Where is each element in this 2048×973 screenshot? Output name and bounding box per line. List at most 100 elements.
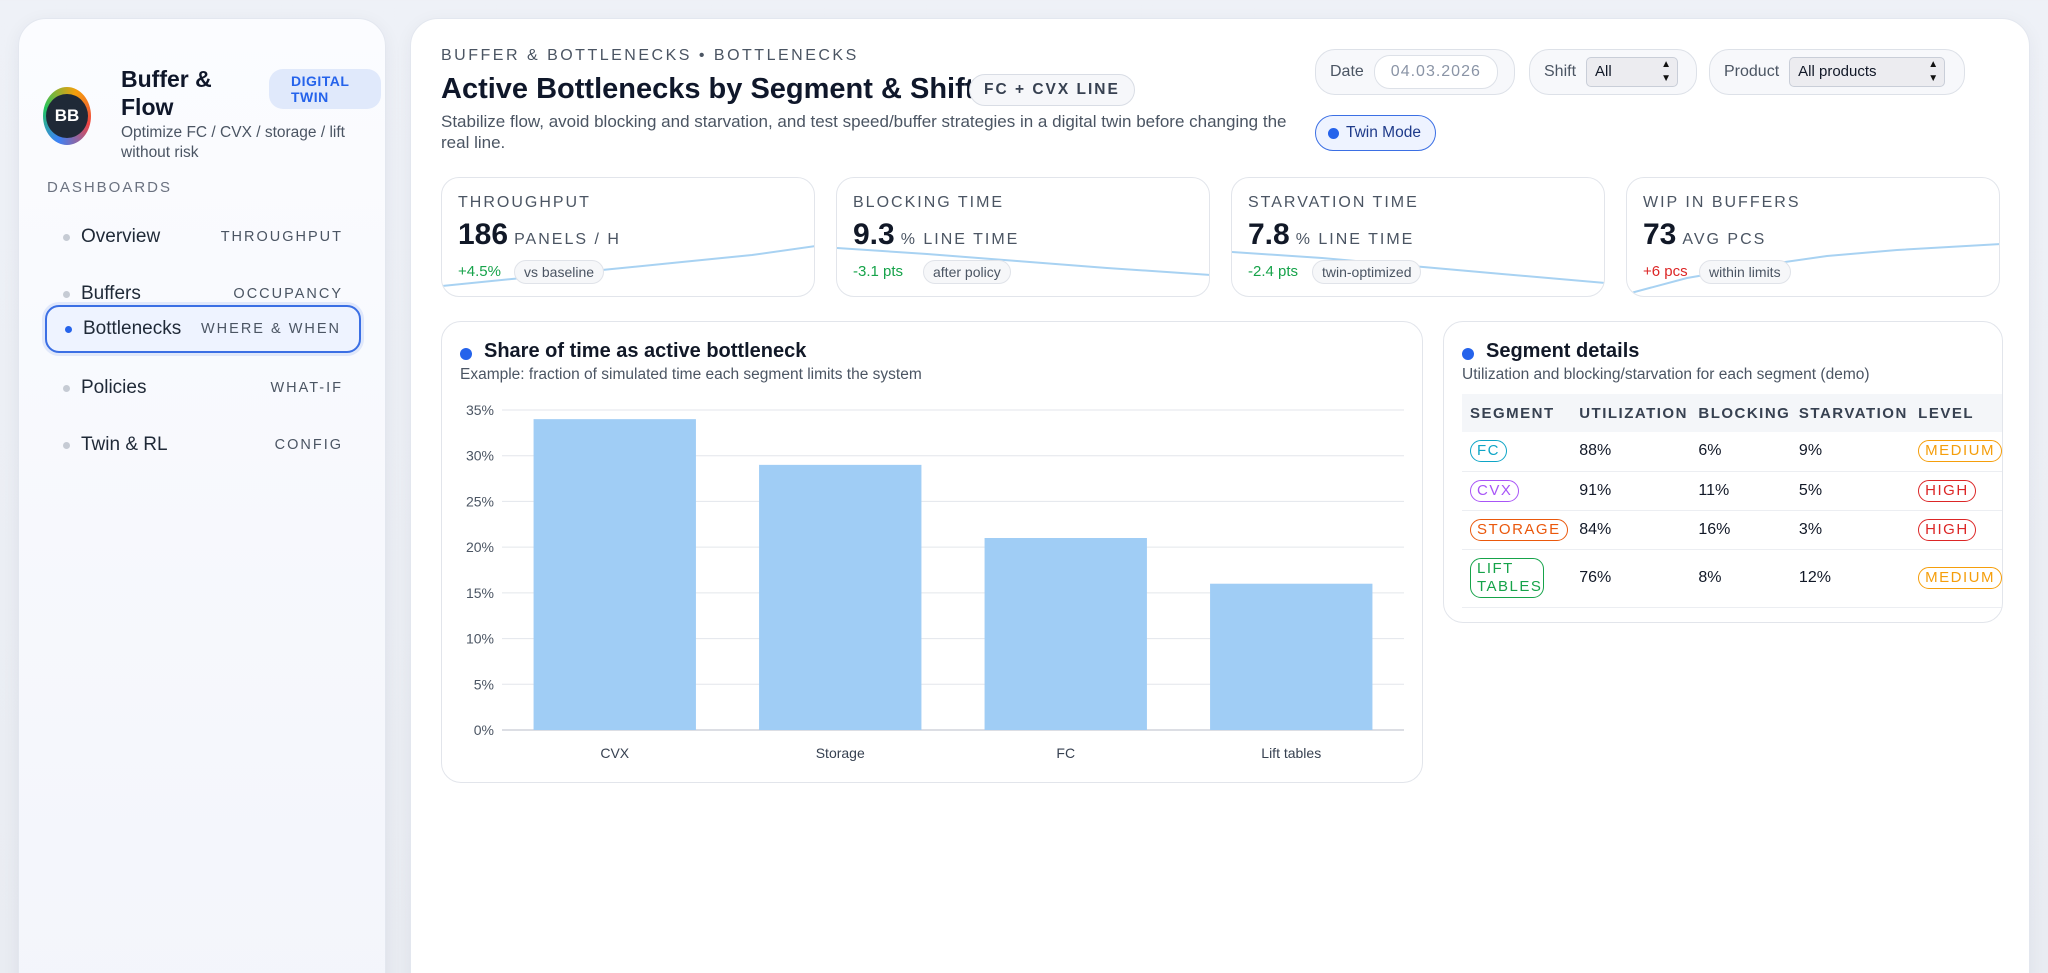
segment-tag: STORAGE	[1470, 518, 1568, 541]
panel-dot-icon	[1462, 348, 1474, 360]
bar-storage	[759, 464, 922, 730]
kpi-delta: -3.1 pts	[853, 263, 904, 280]
segment-details-panel: Segment details Utilization and blocking…	[1443, 321, 2003, 623]
y-tick-label: 30%	[466, 448, 494, 464]
brand: BB Buffer & Flow DIGITAL TWIN Optimize F…	[43, 49, 381, 164]
x-tick-label: CVX	[600, 745, 629, 761]
shift-select[interactable]: All ▲ ▼	[1586, 57, 1679, 87]
y-tick-label: 5%	[474, 676, 494, 692]
sidebar-item-label: Bottlenecks	[83, 318, 182, 339]
bullet-icon	[63, 233, 70, 241]
starvation-cell: 5%	[1790, 471, 1911, 511]
bar-fc	[984, 538, 1147, 730]
segment-tag: FC	[1470, 440, 1507, 463]
digital-twin-badge: DIGITAL TWIN	[269, 69, 381, 109]
kpi-unit: PANELS / H	[514, 231, 621, 248]
level-badge: MEDIUM	[1918, 440, 2002, 463]
x-tick-label: Storage	[816, 745, 865, 761]
kpi-number: 9.3	[853, 218, 895, 251]
y-tick-label: 25%	[466, 493, 494, 509]
select-arrows-icon: ▲ ▼	[1661, 59, 1672, 84]
column-header: STARVATION	[1790, 394, 1911, 432]
kpi-delta: +4.5%	[458, 263, 501, 280]
product-select[interactable]: All products ▲ ▼	[1789, 57, 1946, 87]
line-badge: FC + CVX LINE	[969, 74, 1135, 106]
shift-control: Shift All ▲ ▼	[1529, 49, 1697, 95]
table-row: STORAGE 84% 16% 3% HIGH	[1462, 510, 2002, 550]
utilization-cell: 84%	[1571, 510, 1691, 550]
shift-select-value: All	[1595, 63, 1612, 80]
page-title: Active Bottlenecks by Segment & Shift	[441, 73, 975, 105]
sidebar-item-policies[interactable]: Policies WHAT-IF	[45, 364, 361, 412]
bar-chart: 0% 5% 10% 15% 20% 25% 30% 35% CVX Storage FC Lift t…	[466, 402, 1404, 761]
utilization-cell: 88%	[1571, 432, 1691, 472]
select-arrows-icon: ▲ ▼	[1928, 59, 1939, 84]
sidebar: BB Buffer & Flow DIGITAL TWIN Optimize F…	[18, 18, 386, 973]
sparkline	[837, 247, 1209, 276]
bullet-icon	[65, 325, 72, 333]
bullet-icon	[63, 441, 70, 449]
kpi-note: twin-optimized	[1312, 260, 1422, 284]
sparkline	[442, 245, 814, 287]
level-badge: MEDIUM	[1918, 567, 2002, 589]
panel-dot-icon	[460, 348, 472, 360]
column-header: SEGMENT	[1462, 394, 1572, 432]
brand-logo: BB	[43, 87, 91, 145]
breadcrumb: BUFFER & BOTTLENECKS • BOTTLENECKS	[441, 47, 859, 64]
brand-initials: BB	[46, 94, 88, 138]
blocking-cell: 6%	[1690, 432, 1791, 472]
kpi-note: after policy	[923, 260, 1011, 284]
sidebar-item-tag: WHAT-IF	[270, 380, 343, 396]
bottleneck-chart-panel: Share of time as active bottleneck Examp…	[441, 321, 1423, 783]
bullet-icon	[63, 384, 70, 392]
sidebar-item-buffers[interactable]: Buffers OCCUPANCY	[45, 270, 361, 318]
status-dot-icon	[1328, 127, 1339, 139]
kpi-label: THROUGHPUT	[458, 194, 591, 211]
segment-table: SEGMENT UTILIZATION BLOCKING STARVATION …	[1462, 394, 2002, 608]
kpi-card-throughput: THROUGHPUT 186 PANELS / H +4.5% vs baseli…	[441, 177, 815, 297]
kpi-note: within limits	[1699, 260, 1791, 284]
product-control: Product All products ▲ ▼	[1709, 49, 1965, 95]
table-row: FC 88% 6% 9% MEDIUM	[1462, 432, 2002, 472]
kpi-delta: +6 pcs	[1643, 263, 1688, 280]
kpi-delta: -2.4 pts	[1248, 263, 1299, 280]
table-header-row: SEGMENT UTILIZATION BLOCKING STARVATION …	[1462, 394, 2002, 432]
kpi-card-starvation: STARVATION TIME 7.8% LINE TIME -2.4 pts …	[1231, 177, 1605, 297]
kpi-unit: % LINE TIME	[1295, 231, 1415, 248]
kpi-value: 7.8 % LINE TIME	[1248, 218, 1414, 252]
table-row: LIFT TABLES 76% 8% 12% MEDIUM	[1462, 549, 2002, 608]
product-label: Product	[1724, 63, 1780, 80]
sparkline	[1627, 243, 1999, 295]
panel-title: Share of time as active bottleneck	[484, 340, 807, 362]
sidebar-item-twin-rl[interactable]: Twin & RL CONFIG	[45, 421, 361, 469]
blocking-cell: 8%	[1690, 549, 1791, 608]
kpi-number: 186	[458, 218, 509, 251]
bullet-icon	[63, 290, 70, 298]
nav-section-label: DASHBOARDS	[47, 179, 173, 196]
kpi-number: 73	[1643, 218, 1677, 251]
sidebar-item-overview[interactable]: Overview THROUGHPUT	[45, 213, 361, 261]
date-input[interactable]: 04.03.2026	[1373, 55, 1498, 89]
kpi-label: STARVATION TIME	[1248, 194, 1419, 211]
column-header: LEVEL	[1910, 394, 2002, 432]
column-header: UTILIZATION	[1571, 394, 1691, 432]
kpi-value: 73 AVG PCS	[1643, 218, 1766, 252]
kpi-unit: % LINE TIME	[900, 231, 1020, 248]
utilization-cell: 91%	[1571, 471, 1691, 511]
panel-subtitle: Example: fraction of simulated time each…	[460, 366, 922, 383]
kpi-value: 9.3 % LINE TIME	[853, 218, 1019, 252]
date-label: Date	[1330, 63, 1364, 80]
segment-tag: CVX	[1470, 479, 1520, 502]
column-header: BLOCKING	[1690, 394, 1791, 432]
product-select-value: All products	[1798, 63, 1877, 80]
twin-mode-toggle[interactable]: Twin Mode	[1315, 115, 1436, 151]
kpi-value: 186 PANELS / H	[458, 218, 621, 252]
starvation-cell: 3%	[1790, 510, 1911, 550]
bar-cvx	[533, 419, 696, 730]
sidebar-item-label: Overview	[81, 226, 161, 247]
kpi-label: BLOCKING TIME	[853, 194, 1005, 211]
blocking-cell: 11%	[1690, 471, 1791, 511]
sidebar-item-bottlenecks[interactable]: Bottlenecks WHERE & WHEN	[45, 305, 361, 353]
y-tick-label: 35%	[466, 402, 494, 418]
bar-lift-tables	[1210, 583, 1373, 730]
